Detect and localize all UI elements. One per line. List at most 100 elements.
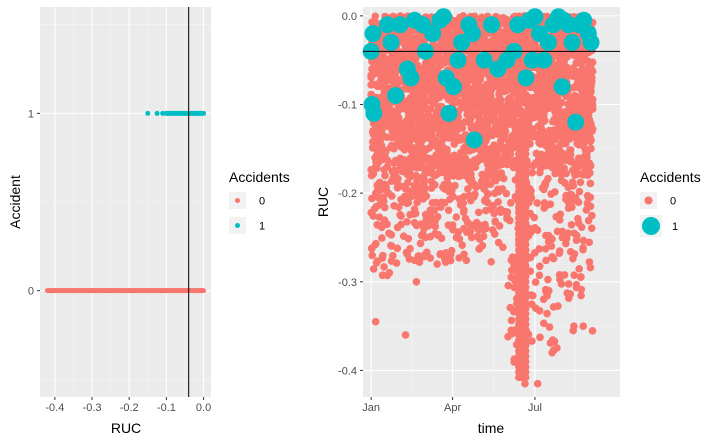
right-point-accident-0 — [431, 229, 439, 238]
right-point-accident-0 — [526, 140, 534, 148]
right-point-accident-1 — [463, 25, 481, 43]
right-point-accident-0 — [380, 263, 388, 271]
right-point-accident-0 — [506, 36, 515, 44]
right-point-accident-0 — [535, 159, 543, 167]
right-point-accident-0 — [539, 129, 547, 137]
right-y-ticks: 0.0 -0.1 -0.2 -0.3 -0.4 — [338, 11, 363, 377]
right-point-accident-0 — [404, 160, 413, 168]
right-point-accident-0 — [535, 262, 544, 271]
right-point-accident-0 — [557, 176, 566, 185]
right-point-accident-0 — [528, 168, 537, 177]
right-point-accident-0 — [563, 289, 572, 297]
right-point-accident-0 — [511, 110, 520, 119]
right-y-tick-label: -0.2 — [338, 188, 357, 200]
right-point-accident-0 — [460, 154, 469, 162]
right-point-accident-0 — [416, 239, 425, 248]
left-points — [44, 110, 207, 294]
right-point-accident-0 — [501, 127, 510, 136]
right-x-tick-label: Jan — [362, 402, 380, 414]
right-point-accident-0 — [425, 218, 434, 227]
right-point-accident-0 — [397, 212, 405, 220]
right-point-accident-0 — [372, 259, 381, 267]
right-point-accident-0 — [487, 155, 495, 163]
right-point-accident-1 — [563, 33, 581, 51]
right-point-accident-0 — [555, 160, 564, 168]
right-point-accident-0 — [373, 181, 382, 190]
right-point-accident-0 — [556, 275, 564, 284]
right-point-accident-0 — [507, 199, 515, 207]
right-point-accident-0 — [553, 344, 561, 352]
right-point-accident-0 — [382, 186, 391, 194]
right-point-accident-0 — [542, 256, 550, 265]
right-point-accident-0 — [403, 170, 411, 178]
right-point-accident-0 — [588, 327, 597, 335]
right-point-accident-0 — [504, 281, 513, 290]
right-point-accident-0 — [540, 117, 549, 125]
right-point-accident-0 — [585, 238, 594, 247]
right-point-accident-0 — [522, 161, 530, 169]
right-point-accident-0 — [395, 114, 403, 122]
right-point-accident-1 — [365, 104, 383, 122]
right-point-accident-0 — [584, 216, 593, 225]
right-point-accident-0 — [370, 68, 379, 77]
right-point-accident-0 — [479, 183, 488, 192]
right-point-accident-0 — [460, 224, 468, 233]
right-chart: Jan Apr Jul 0.0 -0.1 -0.2 -0.3 -0.4 time RUC — [315, 7, 620, 436]
right-point-accident-0 — [373, 221, 382, 229]
right-point-accident-0 — [503, 208, 512, 216]
right-point-accident-0 — [498, 185, 507, 193]
right-point-accident-0 — [586, 193, 595, 202]
right-point-accident-1 — [517, 69, 535, 87]
right-point-accident-0 — [489, 201, 498, 210]
right-point-accident-0 — [508, 253, 517, 262]
right-point-accident-0 — [506, 29, 515, 38]
right-point-accident-0 — [493, 153, 501, 162]
right-point-accident-0 — [507, 329, 516, 338]
right-point-accident-0 — [535, 271, 544, 280]
right-point-accident-0 — [575, 265, 583, 273]
right-point-accident-0 — [443, 174, 452, 182]
right-point-accident-1 — [449, 51, 467, 69]
right-point-accident-1 — [483, 16, 500, 34]
right-point-accident-0 — [431, 217, 439, 226]
right-point-accident-0 — [396, 155, 405, 164]
right-point-accident-0 — [467, 233, 476, 242]
right-point-accident-0 — [427, 184, 436, 192]
right-point-accident-0 — [522, 171, 530, 180]
right-point-accident-0 — [371, 317, 380, 326]
right-point-accident-0 — [559, 154, 567, 162]
right-point-accident-0 — [522, 214, 530, 222]
right-point-accident-0 — [440, 199, 449, 207]
right-point-accident-0 — [445, 154, 453, 162]
left-chart: -0.4 -0.3 -0.2 -0.1 0.0 01 RUC Accident — [7, 7, 211, 436]
right-point-accident-0 — [380, 165, 389, 174]
right-point-accident-0 — [572, 236, 581, 245]
right-point-accident-0 — [413, 198, 421, 207]
right-point-accident-0 — [477, 71, 485, 80]
right-point-accident-1 — [382, 33, 400, 51]
right-point-accident-0 — [464, 185, 472, 193]
right-point-accident-0 — [368, 251, 377, 260]
right-point-accident-0 — [588, 73, 596, 82]
right-point-accident-0 — [522, 310, 530, 318]
right-point-accident-0 — [405, 255, 414, 263]
right-point-accident-0 — [579, 322, 588, 330]
right-point-accident-0 — [380, 216, 389, 224]
right-point-accident-0 — [581, 154, 590, 163]
right-point-accident-0 — [436, 250, 445, 259]
right-point-accident-1 — [535, 51, 553, 69]
right-y-tick-label: -0.3 — [338, 277, 357, 289]
right-point-accident-0 — [472, 183, 481, 191]
right-point-accident-0 — [399, 232, 408, 240]
right-point-accident-0 — [567, 221, 576, 229]
right-point-accident-0 — [522, 150, 530, 158]
right-point-accident-0 — [387, 241, 395, 250]
right-point-accident-0 — [369, 265, 378, 273]
right-point-accident-0 — [577, 291, 585, 300]
right-point-accident-0 — [522, 288, 530, 297]
right-point-accident-0 — [495, 222, 504, 230]
right-point-accident-0 — [570, 250, 579, 258]
right-point-accident-0 — [522, 256, 530, 265]
right-point-accident-0 — [389, 174, 398, 182]
right-point-accident-0 — [407, 135, 415, 144]
